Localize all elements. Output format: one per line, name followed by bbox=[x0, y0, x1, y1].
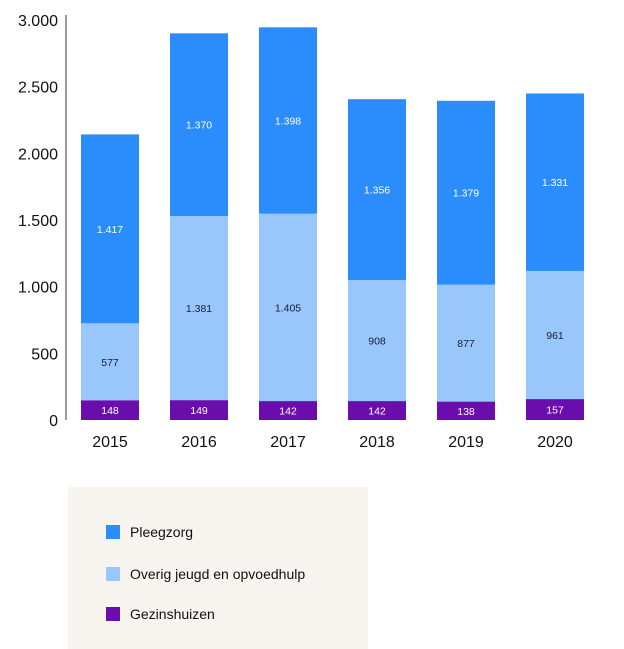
data-label-gezinshuizen: 149 bbox=[190, 405, 208, 417]
data-label-pleegzorg: 1.331 bbox=[542, 177, 568, 189]
legend-label-pleegzorg: Pleegzorg bbox=[130, 524, 194, 540]
y-tick-label: 3.000 bbox=[18, 13, 58, 30]
bar-segment-overig bbox=[81, 323, 139, 401]
x-tick-label: 2017 bbox=[270, 434, 306, 451]
data-label-overig: 961 bbox=[546, 330, 564, 342]
data-label-gezinshuizen: 142 bbox=[279, 406, 297, 418]
y-axis: 0 500 1.000 1.500 2.000 2.500 3.000 bbox=[18, 13, 67, 430]
bar-segment-overig bbox=[259, 213, 317, 402]
legend-swatch-gezinshuizen bbox=[106, 607, 120, 621]
legend-label-overig: Overig jeugd en opvoedhulp bbox=[130, 566, 306, 582]
bar-segment-overig bbox=[348, 280, 406, 402]
bar-segment-pleegzorg bbox=[81, 134, 139, 324]
bar-segment-gezinshuizen bbox=[81, 400, 139, 420]
y-tick-label: 1.500 bbox=[18, 213, 58, 230]
bar-segment-pleegzorg bbox=[526, 93, 584, 271]
data-label-overig: 577 bbox=[101, 357, 119, 369]
data-label-pleegzorg: 1.356 bbox=[364, 185, 390, 197]
bar-segment-gezinshuizen bbox=[170, 400, 228, 420]
bar-segment-pleegzorg bbox=[170, 33, 228, 217]
data-label-pleegzorg: 1.417 bbox=[97, 224, 123, 236]
data-label-pleegzorg: 1.379 bbox=[453, 188, 479, 200]
data-label-gezinshuizen: 148 bbox=[101, 405, 119, 417]
legend-item-pleegzorg: Pleegzorg bbox=[106, 524, 193, 540]
bar-segment-pleegzorg bbox=[437, 100, 495, 285]
data-label-overig: 908 bbox=[368, 336, 386, 348]
bar-segment-overig bbox=[170, 216, 228, 401]
bar-segment-overig bbox=[526, 270, 584, 400]
stacked-bar-chart: 0 500 1.000 1.500 2.000 2.500 3.000 148 577 1.41… bbox=[18, 13, 584, 451]
data-label-gezinshuizen: 138 bbox=[457, 406, 475, 418]
y-tick-label: 0 bbox=[49, 413, 58, 430]
legend-item-gezinshuizen: Gezinshuizen bbox=[106, 606, 215, 622]
legend-swatch-overig bbox=[106, 567, 120, 581]
data-label-pleegzorg: 1.398 bbox=[275, 116, 301, 128]
data-label-gezinshuizen: 142 bbox=[368, 406, 386, 418]
y-tick-label: 2.000 bbox=[18, 146, 58, 163]
x-tick-label: 2019 bbox=[448, 434, 484, 451]
bar-segment-gezinshuizen bbox=[437, 401, 495, 420]
y-tick-label: 500 bbox=[31, 346, 58, 363]
y-tick-label: 1.000 bbox=[18, 280, 58, 297]
legend-item-overig: Overig jeugd en opvoedhulp bbox=[106, 566, 305, 582]
bar-segment-gezinshuizen bbox=[259, 401, 317, 420]
x-tick-label: 2016 bbox=[181, 434, 217, 451]
x-tick-label: 2018 bbox=[359, 434, 395, 451]
bar-segment-gezinshuizen bbox=[526, 399, 584, 420]
legend-swatch-pleegzorg bbox=[106, 525, 120, 539]
x-axis: 2015 2016 2017 2018 2019 2020 bbox=[92, 434, 573, 451]
x-tick-label: 2020 bbox=[537, 434, 573, 451]
bar-segment-pleegzorg bbox=[259, 27, 317, 214]
bar-segment-pleegzorg bbox=[348, 99, 406, 280]
bar-segment-overig bbox=[437, 284, 495, 402]
legend-label-gezinshuizen: Gezinshuizen bbox=[130, 606, 215, 622]
data-label-overig: 1.381 bbox=[186, 303, 212, 315]
bar-segment-gezinshuizen bbox=[348, 401, 406, 420]
bars: 148 577 1.417 149 1.381 1.370 142 1.405 1.398 142… bbox=[81, 27, 584, 420]
data-label-overig: 877 bbox=[457, 338, 475, 350]
legend: Pleegzorg Overig jeugd en opvoedhulp Gez… bbox=[68, 487, 368, 649]
data-label-overig: 1.405 bbox=[275, 302, 301, 314]
x-tick-label: 2015 bbox=[92, 434, 128, 451]
data-label-pleegzorg: 1.370 bbox=[186, 120, 212, 132]
y-tick-label: 2.500 bbox=[18, 80, 58, 97]
data-label-gezinshuizen: 157 bbox=[546, 405, 564, 417]
